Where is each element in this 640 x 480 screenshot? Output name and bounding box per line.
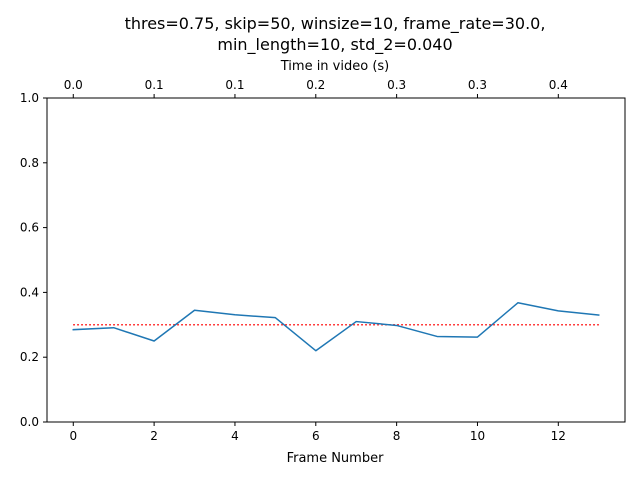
x-tick-label: 4 bbox=[231, 429, 239, 443]
x-tick-label: 10 bbox=[470, 429, 485, 443]
top-x-axis-label: Time in video (s) bbox=[280, 59, 390, 74]
x-axis-label: Frame Number bbox=[287, 451, 385, 466]
top-x-tick-label: 0.4 bbox=[549, 78, 568, 92]
top-x-tick-label: 0.1 bbox=[225, 78, 244, 92]
x-tick-label: 8 bbox=[393, 429, 401, 443]
plot-area bbox=[72, 302, 600, 352]
y-tick-label: 0.2 bbox=[20, 350, 39, 364]
y-tick-label: 0.8 bbox=[20, 156, 39, 170]
x-tick-label: 0 bbox=[69, 429, 77, 443]
x-tick-label: 2 bbox=[150, 429, 158, 443]
top-x-tick-label: 0.2 bbox=[306, 78, 325, 92]
top-x-tick-label: 0.3 bbox=[387, 78, 406, 92]
top-x-tick-label: 0.1 bbox=[145, 78, 164, 92]
plot-frame bbox=[46, 97, 626, 423]
chart-title-line-2: min_length=10, std_2=0.040 bbox=[217, 35, 452, 55]
chart-title-line-1: thres=0.75, skip=50, winsize=10, frame_r… bbox=[125, 14, 546, 34]
top-x-tick-label: 0.0 bbox=[64, 78, 83, 92]
y-tick-label: 1.0 bbox=[20, 91, 39, 105]
x-tick-label: 12 bbox=[551, 429, 566, 443]
top-x-tick-label: 0.3 bbox=[468, 78, 487, 92]
series-line-0 bbox=[72, 302, 600, 352]
axes: 0 2 4 6 8 10 12 0.0 0.1 0.1 0.2 0.3 0.3 0.4 0.0 0.2 0.4 0… bbox=[20, 78, 626, 443]
y-tick-label: 0.4 bbox=[20, 285, 39, 299]
y-tick-label: 0.0 bbox=[20, 415, 39, 429]
y-tick-label: 0.6 bbox=[20, 221, 39, 235]
x-tick-label: 6 bbox=[312, 429, 320, 443]
